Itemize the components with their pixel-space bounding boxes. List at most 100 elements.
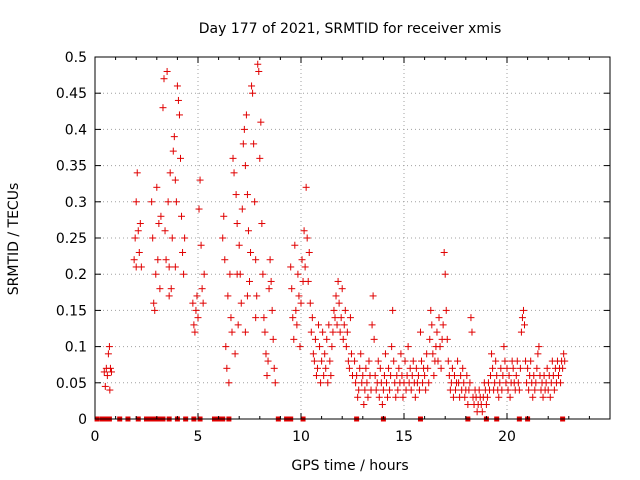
- data-point: [190, 321, 198, 329]
- data-point: [330, 306, 338, 314]
- data-point: [364, 393, 372, 401]
- data-point: [404, 343, 412, 351]
- data-point: [390, 357, 398, 365]
- data-point: [270, 364, 278, 372]
- data-point: [460, 379, 468, 387]
- data-point: [334, 277, 342, 285]
- data-point: [235, 241, 243, 249]
- data-point: [395, 364, 403, 372]
- data-point: [322, 364, 330, 372]
- data-point: [309, 350, 317, 358]
- data-point: [557, 379, 565, 387]
- data-point: [397, 350, 405, 358]
- data-point: [530, 372, 538, 380]
- data-point: [559, 364, 567, 372]
- data-point: [313, 364, 321, 372]
- data-point: [222, 343, 230, 351]
- data-point: [328, 343, 336, 351]
- data-point: [250, 140, 258, 148]
- data-point: [487, 372, 495, 380]
- data-point: [219, 234, 227, 242]
- data-point: [153, 183, 161, 191]
- data-point: [169, 147, 177, 155]
- data-point: [312, 372, 320, 380]
- data-point: [324, 379, 332, 387]
- data-point: [394, 386, 402, 394]
- data-point: [241, 162, 249, 170]
- data-point: [319, 328, 327, 336]
- data-point: [252, 256, 260, 264]
- chart-title: Day 177 of 2021, SRMTID for receiver xmi…: [199, 21, 502, 37]
- data-point: [137, 263, 145, 271]
- data-point: [191, 328, 199, 336]
- data-point: [192, 306, 200, 314]
- data-point: [243, 191, 251, 199]
- data-point: [160, 75, 168, 83]
- data-point: [449, 393, 457, 401]
- data-point: [321, 350, 329, 358]
- data-point: [251, 198, 259, 206]
- data-point: [534, 350, 542, 358]
- data-point: [306, 299, 314, 307]
- data-point: [504, 386, 512, 394]
- data-point: [103, 372, 111, 380]
- data-point: [543, 364, 551, 372]
- data-point: [539, 393, 547, 401]
- data-point: [195, 205, 203, 213]
- data-point: [238, 205, 246, 213]
- data-point: [560, 350, 568, 358]
- data-point: [501, 357, 509, 365]
- data-point: [106, 364, 114, 372]
- data-point: [454, 357, 462, 365]
- data-point: [409, 357, 417, 365]
- data-point: [430, 372, 438, 380]
- data-point: [136, 220, 144, 228]
- data-point: [172, 198, 180, 206]
- data-point: [347, 350, 355, 358]
- data-point: [428, 321, 436, 329]
- data-point: [258, 220, 266, 228]
- data-point: [253, 292, 261, 300]
- y-tick-label: 0.3: [65, 195, 87, 211]
- data-point: [231, 350, 239, 358]
- data-point: [359, 372, 367, 380]
- data-point: [132, 198, 140, 206]
- data-point: [475, 386, 483, 394]
- data-point: [357, 350, 365, 358]
- data-point: [426, 335, 434, 343]
- data-point: [332, 292, 340, 300]
- data-point: [134, 227, 142, 235]
- y-tick-label: 0.2: [65, 267, 87, 283]
- data-point: [135, 248, 143, 256]
- data-point: [161, 227, 169, 235]
- data-point: [175, 111, 183, 119]
- data-point: [421, 372, 429, 380]
- data-point: [452, 386, 459, 394]
- data-point: [228, 328, 236, 336]
- data-point: [392, 393, 400, 401]
- data-point: [316, 343, 324, 351]
- data-point: [515, 386, 523, 394]
- data-point: [131, 234, 139, 242]
- data-point: [307, 328, 315, 336]
- data-point: [497, 364, 505, 372]
- y-tick-label: 0.5: [65, 50, 87, 66]
- data-point: [101, 382, 109, 390]
- data-point: [368, 321, 376, 329]
- data-point: [527, 357, 535, 365]
- data-point: [287, 263, 295, 271]
- data-point: [331, 314, 339, 322]
- data-point: [260, 314, 268, 322]
- data-point: [193, 292, 201, 300]
- data-point: [424, 364, 432, 372]
- data-point: [450, 372, 458, 380]
- data-point: [335, 299, 343, 307]
- data-point: [440, 248, 448, 256]
- data-point: [265, 285, 273, 293]
- data-point: [171, 176, 179, 184]
- data-point: [252, 314, 260, 322]
- data-point: [483, 393, 491, 401]
- data-point: [329, 328, 337, 336]
- data-point: [399, 393, 407, 401]
